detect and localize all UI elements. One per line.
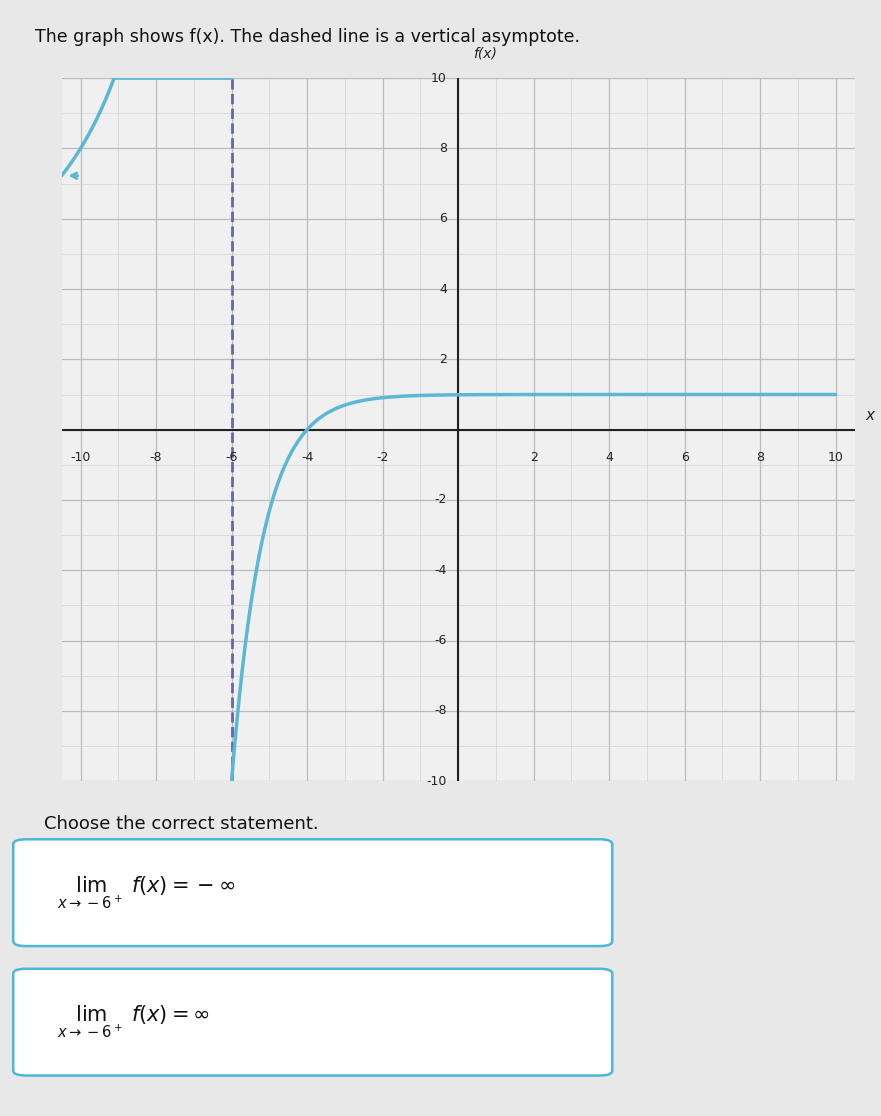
Text: f(x): f(x) xyxy=(473,47,497,60)
Text: -4: -4 xyxy=(301,451,314,464)
Text: -2: -2 xyxy=(434,493,447,507)
Text: 10: 10 xyxy=(828,451,844,464)
Text: 2: 2 xyxy=(529,451,537,464)
Text: x: x xyxy=(865,408,874,423)
Text: -6: -6 xyxy=(226,451,238,464)
Text: 4: 4 xyxy=(605,451,613,464)
Text: The graph shows f(x). The dashed line is a vertical asymptote.: The graph shows f(x). The dashed line is… xyxy=(35,28,581,46)
Text: Choose the correct statement.: Choose the correct statement. xyxy=(44,815,319,833)
Text: $\underset{x \to -6^+}{\lim}\ f(x) = -\infty$: $\underset{x \to -6^+}{\lim}\ f(x) = -\i… xyxy=(57,875,236,911)
Text: 8: 8 xyxy=(756,451,764,464)
Text: -6: -6 xyxy=(434,634,447,647)
FancyBboxPatch shape xyxy=(13,969,612,1076)
Text: 6: 6 xyxy=(681,451,689,464)
Text: 4: 4 xyxy=(439,282,447,296)
Text: -10: -10 xyxy=(70,451,91,464)
Text: -2: -2 xyxy=(376,451,389,464)
Text: -8: -8 xyxy=(150,451,162,464)
Text: $\underset{x \to -6^+}{\lim}\ f(x) = \infty$: $\underset{x \to -6^+}{\lim}\ f(x) = \in… xyxy=(57,1004,210,1040)
FancyBboxPatch shape xyxy=(13,839,612,946)
Text: -4: -4 xyxy=(434,564,447,577)
Text: -8: -8 xyxy=(434,704,447,718)
Text: 8: 8 xyxy=(439,142,447,155)
Text: 10: 10 xyxy=(431,71,447,85)
Text: 6: 6 xyxy=(439,212,447,225)
Text: 2: 2 xyxy=(439,353,447,366)
Text: -10: -10 xyxy=(426,775,447,788)
